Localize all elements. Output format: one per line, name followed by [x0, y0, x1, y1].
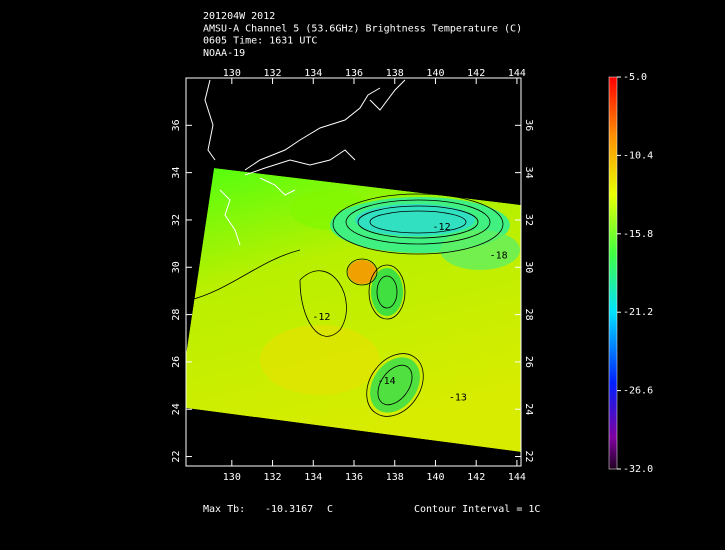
colorbar-label: -5.0: [623, 72, 647, 83]
colorbar-label: -21.2: [623, 307, 653, 318]
contour-label: -13: [449, 392, 467, 403]
lon-label: 132: [264, 68, 282, 79]
colorbar-label: -15.8: [623, 229, 653, 240]
lon-label: 130: [223, 472, 241, 483]
lon-label: 138: [386, 472, 404, 483]
header-line: 0605 Time: 1631 UTC: [203, 36, 317, 47]
lat-label: 24: [171, 403, 182, 415]
lon-label: 144: [508, 472, 526, 483]
lat-label: 34: [523, 167, 534, 179]
lat-label: 26: [523, 356, 534, 368]
lon-label: 130: [223, 68, 241, 79]
lat-label: 32: [523, 214, 534, 226]
lat-label: 36: [171, 119, 182, 131]
contour-label: -12: [433, 222, 451, 233]
max-value: -10.3167: [265, 504, 313, 515]
contour-interval: Contour Interval = 1C: [414, 504, 540, 515]
colorbar-label: -26.6: [623, 386, 653, 397]
lon-label: 140: [426, 68, 444, 79]
contour-label: -18: [490, 250, 508, 261]
lat-label: 22: [171, 451, 182, 463]
map-frame: [185, 77, 522, 467]
lon-label: 138: [386, 68, 404, 79]
header-line: 201204W 2012: [203, 11, 275, 22]
lat-label: 26: [171, 356, 182, 368]
lon-label: 136: [345, 68, 363, 79]
lat-label: 34: [171, 167, 182, 179]
contour-label: -12: [312, 312, 330, 323]
lat-label: 32: [171, 214, 182, 226]
lon-label: 134: [304, 472, 322, 483]
lat-label: 22: [523, 451, 534, 463]
lon-label: 142: [467, 68, 485, 79]
header-line: NOAA-19: [203, 48, 245, 59]
colorbar-label: -32.0: [623, 464, 653, 475]
lat-label: 28: [171, 309, 182, 321]
swath: [186, 168, 521, 452]
max-label: Max Tb:: [203, 504, 245, 515]
lat-label: 36: [523, 119, 534, 131]
contour-label: -14: [378, 376, 396, 387]
lon-label: 140: [426, 472, 444, 483]
header-line: AMSU-A Channel 5 (53.6GHz) Brightness Te…: [203, 23, 522, 34]
lon-label: 144: [508, 68, 526, 79]
lat-label: 30: [171, 261, 182, 273]
max-unit: C: [327, 504, 333, 515]
coastline: [204, 79, 406, 246]
lon-label: 142: [467, 472, 485, 483]
lon-label: 134: [304, 68, 322, 79]
lon-label: 136: [345, 472, 363, 483]
lat-label: 24: [523, 403, 534, 415]
lon-label: 132: [264, 472, 282, 483]
colorbar-label: -10.4: [623, 150, 653, 161]
lat-label: 28: [523, 309, 534, 321]
lat-label: 30: [523, 261, 534, 273]
colorbar: [608, 76, 618, 470]
